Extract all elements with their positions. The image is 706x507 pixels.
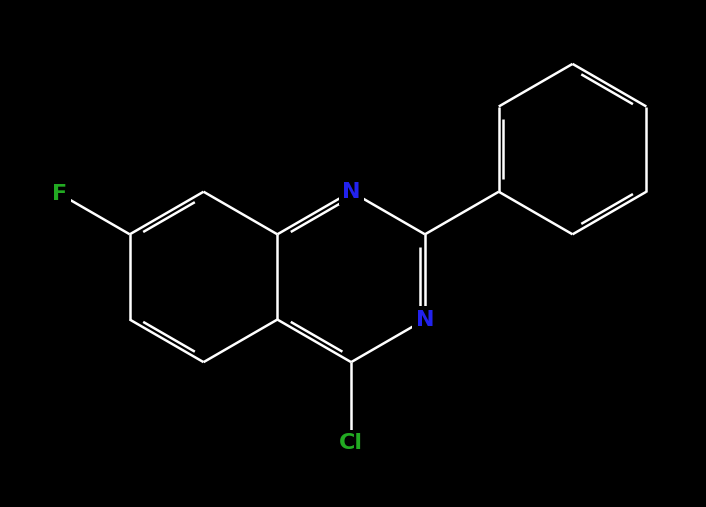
Text: N: N	[416, 310, 434, 330]
Text: F: F	[52, 184, 67, 204]
Text: Cl: Cl	[339, 433, 363, 453]
Text: N: N	[342, 182, 360, 202]
